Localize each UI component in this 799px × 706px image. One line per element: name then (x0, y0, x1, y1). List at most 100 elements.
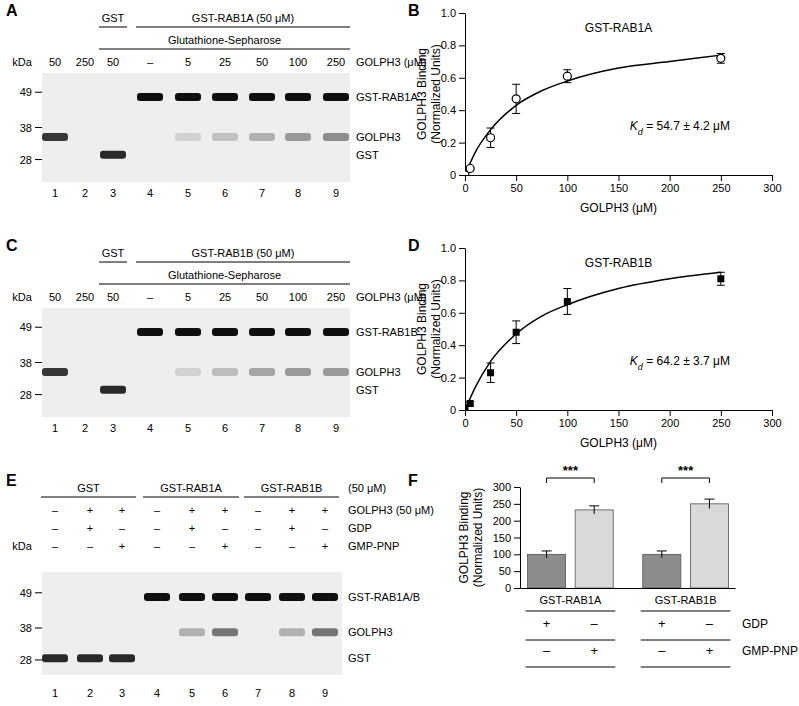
error-bar-cap (487, 128, 495, 129)
lane-condition: + (322, 540, 328, 552)
band (285, 93, 311, 101)
error-bar (563, 70, 571, 83)
tick-mark (459, 378, 465, 379)
tick-mark (459, 313, 465, 314)
band (249, 133, 275, 141)
annotation: Kd = 64.2 ± 3.7 μM (630, 354, 730, 372)
point (467, 400, 474, 407)
tick: 0 (505, 582, 520, 594)
significance-bracket (547, 478, 595, 483)
header-rule (99, 262, 127, 263)
lane-condition: 50 (49, 56, 61, 68)
x-axis (521, 588, 736, 589)
band (109, 654, 135, 662)
lane-number: 9 (333, 187, 339, 199)
lane-number: 3 (110, 187, 116, 199)
condition-mark: – (658, 643, 666, 658)
lane-number: 6 (222, 422, 228, 434)
error-bar-cap (717, 285, 725, 286)
group-label: GST-RAB1A (540, 594, 602, 606)
lane-condition: 25 (219, 56, 231, 68)
band (42, 368, 68, 376)
mw-label: 38 (20, 622, 32, 634)
band (100, 151, 126, 159)
header-rule (136, 27, 350, 28)
error-bar (487, 363, 495, 382)
tick-mark (567, 410, 568, 416)
tick-mark (514, 504, 520, 505)
error-bar-cap (487, 147, 495, 148)
band-label: GST (348, 652, 371, 664)
lane-condition: – (255, 504, 262, 516)
header-rule (41, 497, 136, 498)
lane-condition: – (52, 504, 59, 516)
lane-condition: + (222, 540, 228, 552)
error-bar-cap (512, 343, 520, 344)
lane-number: 4 (154, 687, 160, 699)
tick: 0.2 (441, 137, 465, 149)
lane-condition: 100 (289, 56, 307, 68)
tick-mark (459, 110, 465, 111)
lane-condition: + (87, 504, 93, 516)
band (100, 386, 126, 394)
error-bar-cap (512, 113, 520, 114)
lane-condition: + (119, 504, 125, 516)
point (513, 329, 520, 336)
y-axis-line (465, 14, 466, 176)
lane-number: 7 (259, 187, 265, 199)
tick: 100 (559, 175, 577, 194)
y-axis-line (465, 249, 466, 411)
gel-panel: AGSTGST-RAB1A (50 μM)Glutathione-Sepharo… (6, 2, 427, 199)
y-axis-title: GOLPH3 Binding(Normalized Units) (457, 488, 485, 587)
figure: AGSTGST-RAB1A (50 μM)Glutathione-Sepharo… (0, 0, 799, 706)
tick-label: 150 (610, 417, 628, 429)
header-rule (99, 284, 350, 285)
mw-label: 49 (20, 86, 32, 98)
tick-mark (514, 521, 520, 522)
tick: 0.4 (441, 104, 465, 116)
header-rule (143, 497, 239, 498)
error-bar-stem (594, 506, 595, 514)
error-bar-cap (657, 550, 667, 551)
tick-mark (516, 410, 517, 416)
tick-label: 150 (610, 182, 628, 194)
lane-condition: 100 (289, 291, 307, 303)
tick-mark (459, 248, 465, 249)
condition-mark: + (658, 616, 666, 631)
significance-label: *** (563, 463, 579, 478)
tick: 1.0 (441, 7, 465, 19)
band-label: GST-RAB1B (356, 326, 418, 338)
annotation: Kd = 54.7 ± 4.2 μM (630, 119, 730, 137)
error-bar (589, 506, 599, 514)
x-axis-title: GOLPH3 (μM) (580, 436, 657, 450)
y-axis-title-line: GOLPH3 Binding (415, 283, 429, 375)
lane-number: 1 (52, 687, 58, 699)
condition-mark: + (590, 643, 598, 658)
mw-tick (35, 394, 42, 395)
error-bar-cap (717, 272, 725, 273)
band (245, 593, 271, 601)
mw-tick (35, 659, 42, 660)
tick-label: 50 (499, 565, 511, 577)
band (285, 328, 311, 336)
band (144, 593, 170, 601)
tick-label: 200 (661, 182, 679, 194)
band-label: GOLPH3 (356, 131, 401, 143)
bracket-line (661, 478, 662, 483)
tick: 1.0 (441, 242, 465, 254)
header-rule (99, 27, 127, 28)
point (512, 95, 520, 103)
band (179, 593, 205, 601)
lane-number: 8 (295, 187, 301, 199)
bar (575, 510, 613, 588)
lane-condition: – (154, 540, 161, 552)
lane-condition: – (222, 522, 229, 534)
point (563, 72, 571, 80)
lane-condition: 50 (256, 291, 268, 303)
error-bar (487, 128, 495, 147)
tick-mark (514, 588, 520, 589)
error-bar-cap (563, 82, 571, 83)
tick-mark (721, 410, 722, 416)
fit-line (465, 55, 721, 175)
band (249, 93, 275, 101)
